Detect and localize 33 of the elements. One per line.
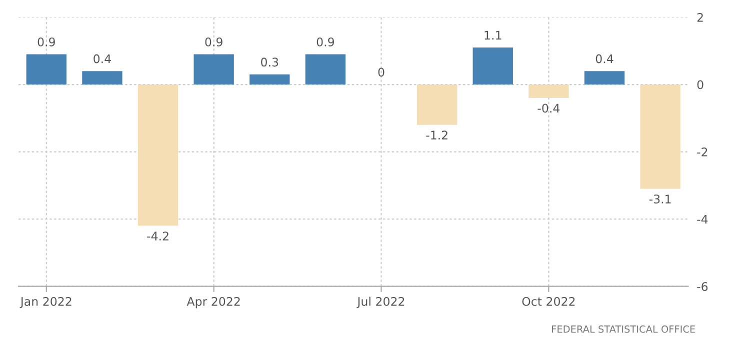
bar	[82, 71, 122, 85]
data-label: -3.1	[649, 194, 671, 204]
bar	[250, 74, 290, 85]
bar	[472, 48, 513, 85]
bar	[305, 54, 346, 85]
data-label: -4.2	[147, 232, 168, 240]
data-label: 0.4	[596, 54, 614, 64]
y-tick-label: 0	[697, 80, 704, 90]
bar	[138, 84, 178, 226]
text: FEDERAL STATISTICAL OFFICE	[552, 325, 695, 333]
x-tick-label: Jul 2022	[356, 296, 404, 308]
x-tick-label: Apr 2022	[186, 296, 240, 308]
data-label: -1.2	[426, 130, 448, 140]
bar	[416, 84, 458, 125]
data-label: 0.4	[94, 54, 111, 64]
data-label: -0.4	[538, 104, 560, 113]
x-tick-label: Oct 2022	[522, 296, 575, 306]
bar	[584, 71, 625, 85]
y-tick-label: 2	[697, 12, 703, 22]
y-tick-label: -2	[697, 148, 708, 156]
data-label: 0.3	[261, 58, 278, 67]
y-tick-label: -6	[697, 282, 708, 292]
x-tick-label: Jan 2022	[20, 296, 72, 308]
data-label: 0.9	[38, 37, 55, 46]
bar	[26, 54, 66, 85]
data-label: 1.1	[484, 30, 502, 40]
data-label: 0	[378, 68, 384, 77]
bar	[528, 84, 569, 98]
y-tick-label: -4	[697, 214, 708, 224]
data-label: 0.9	[316, 37, 334, 46]
bar	[194, 54, 234, 85]
data-label: 0.9	[205, 37, 222, 46]
bar	[640, 84, 680, 189]
